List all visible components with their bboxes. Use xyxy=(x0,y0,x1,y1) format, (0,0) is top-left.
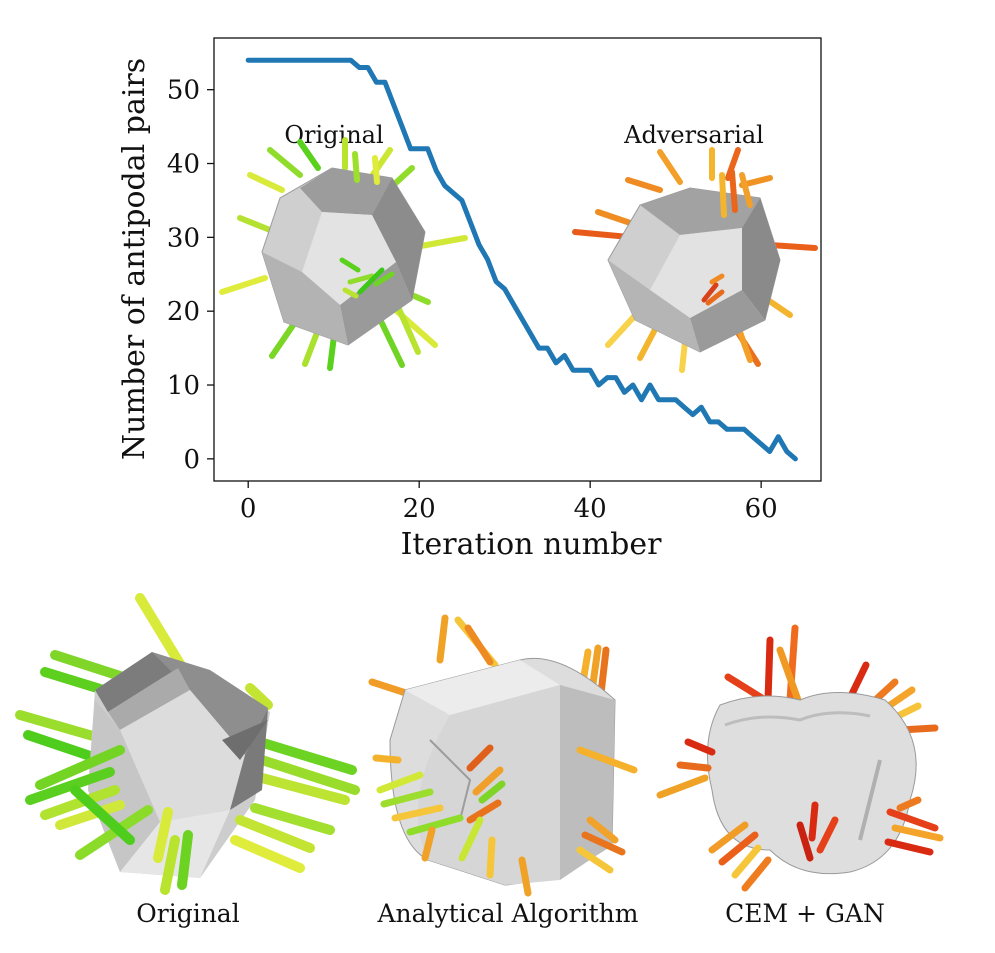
series-line xyxy=(245,57,798,462)
x-tick-label: 40 xyxy=(574,494,607,524)
inset-adversarial-object xyxy=(572,147,818,373)
panel-cem-gan: CEM + GAN xyxy=(656,624,944,928)
x-tick-label: 0 xyxy=(240,494,257,524)
plot-frame xyxy=(213,37,822,482)
inset-original-object xyxy=(219,137,468,371)
y-axis: 0 10 20 30 40 50 xyxy=(167,76,214,475)
x-tick-label: 60 xyxy=(745,494,778,524)
panel-original-label: Original xyxy=(136,899,239,928)
inset-original: Original xyxy=(219,121,468,371)
panel-original: Original xyxy=(15,593,360,928)
x-tick-label: 20 xyxy=(403,494,436,524)
y-tick-label: 40 xyxy=(167,150,200,180)
x-axis-label: Iteration number xyxy=(401,527,663,562)
panel-analytical: Analytical Algorithm xyxy=(368,614,639,928)
y-tick-label: 20 xyxy=(167,297,200,327)
x-axis: 0 20 40 60 xyxy=(240,481,778,524)
inset-adversarial-label: Adversarial xyxy=(623,121,764,149)
panel-analytical-label: Analytical Algorithm xyxy=(377,899,639,928)
y-axis-label: Number of antipodal pairs xyxy=(117,58,152,460)
y-tick-label: 50 xyxy=(167,76,200,106)
y-tick-label: 30 xyxy=(167,223,200,253)
inset-adversarial: Adversarial xyxy=(572,121,818,373)
y-tick-label: 0 xyxy=(183,445,200,475)
panel-cem-gan-label: CEM + GAN xyxy=(725,899,885,928)
y-tick-label: 10 xyxy=(167,371,200,401)
chart: 0 20 40 60 0 10 20 30 40 50 Iteration number Num… xyxy=(117,37,822,562)
